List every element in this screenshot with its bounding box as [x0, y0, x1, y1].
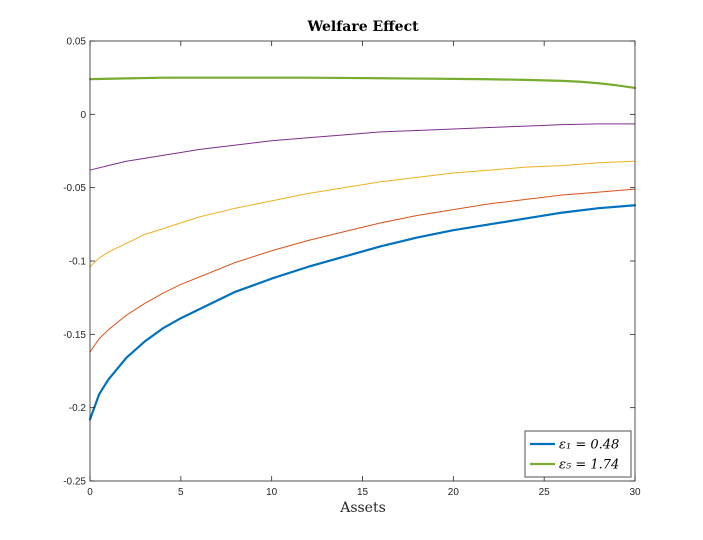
- chart-title: Welfare Effect: [306, 19, 419, 35]
- y-tick-label: 0.05: [67, 37, 87, 48]
- x-axis-label: Assets: [339, 500, 386, 516]
- legend: ε₁ = 0.48 ε₅ = 1.74: [524, 430, 632, 478]
- y-tick-label: 0: [80, 110, 86, 121]
- axes-box: [89, 40, 636, 482]
- y-tick-label: -0.15: [63, 330, 86, 341]
- x-tick-label: 20: [448, 487, 460, 498]
- x-tick-label: 15: [357, 487, 369, 498]
- series-line-5: [88, 76, 637, 90]
- x-tick-label: 25: [539, 487, 551, 498]
- y-tick-label: -0.05: [63, 183, 86, 194]
- y-tick-label: -0.1: [69, 257, 87, 268]
- x-tick-label: 10: [266, 487, 278, 498]
- x-tick-label: 5: [178, 487, 184, 498]
- series-layer: [88, 76, 637, 421]
- series-line-4: [89, 123, 636, 171]
- series-line-2: [89, 188, 636, 353]
- plot-area: [90, 41, 635, 481]
- legend-label: ε₁ = 0.48: [559, 438, 619, 453]
- x-tick-label: 0: [87, 487, 93, 498]
- series-line-3: [89, 160, 636, 268]
- x-tick-label: 30: [629, 487, 641, 498]
- legend-box: [524, 430, 632, 478]
- y-tick-label: -0.25: [63, 477, 86, 488]
- y-tick-label: -0.2: [69, 403, 87, 414]
- series-line-1: [88, 204, 637, 421]
- legend-label: ε₅ = 1.74: [559, 458, 619, 473]
